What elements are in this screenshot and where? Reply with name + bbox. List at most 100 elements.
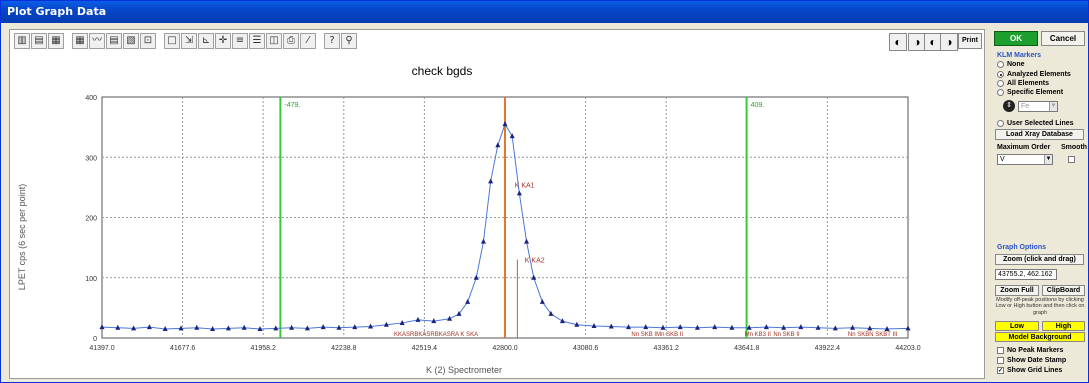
table-icon[interactable]: ▤ — [106, 33, 122, 49]
data-point — [162, 325, 168, 331]
zoom-fit-icon[interactable]: ⊡ — [140, 33, 156, 49]
data-point — [502, 121, 508, 127]
data-point — [352, 324, 358, 330]
radio-analyzed[interactable]: Analyzed Elements — [997, 71, 1071, 78]
box-icon[interactable]: □ — [164, 33, 180, 49]
print-button[interactable]: Print — [958, 33, 982, 49]
max-order-label: Maximum Order — [997, 144, 1051, 151]
model-background-button[interactable]: Model Background — [995, 332, 1085, 342]
magnify-icon[interactable]: ⚲ — [341, 33, 357, 49]
data-point — [320, 324, 326, 330]
data-point — [559, 318, 565, 324]
grid-icon[interactable]: ▦ — [72, 33, 88, 49]
data-point — [867, 325, 873, 331]
no-peak-markers-checkbox[interactable] — [997, 347, 1004, 354]
radio-specific[interactable]: Specific Element — [997, 89, 1063, 96]
no-peak-markers-row[interactable]: No Peak Markers — [997, 347, 1063, 354]
axes-icon[interactable]: ⊾ — [198, 33, 214, 49]
data-point — [884, 325, 890, 331]
side-panel: OK Cancel KLM Markers None Analyzed Elem… — [991, 29, 1087, 379]
clipboard-button[interactable]: ClipBoard — [1042, 285, 1085, 296]
data-point — [643, 324, 649, 330]
paste-icon[interactable]: ▤ — [31, 33, 47, 49]
show-grid-lines-checkbox[interactable]: ✓ — [997, 367, 1004, 374]
data-point — [383, 321, 389, 327]
rotate-left-icon[interactable]: ◐ — [889, 33, 907, 51]
radio-all-button[interactable] — [997, 80, 1004, 87]
show-grid-lines-row[interactable]: ✓ Show Grid Lines — [997, 367, 1062, 374]
data-point — [746, 324, 752, 330]
user-lines-button[interactable] — [997, 120, 1004, 127]
smooth-label: Smooth — [1061, 144, 1088, 151]
export-icon[interactable]: ⎙ — [283, 33, 299, 49]
radio-all[interactable]: All Elements — [997, 80, 1049, 87]
data-point — [131, 325, 137, 331]
x-tick-label: 43080.6 — [573, 345, 598, 352]
overlay-icon[interactable]: ◫ — [266, 33, 282, 49]
baseline-line-label: Nn SKB II — [773, 332, 800, 338]
smooth-checkbox[interactable] — [1068, 156, 1075, 163]
data-point — [815, 324, 821, 330]
data-point — [905, 325, 911, 331]
x-tick-label: 43922.4 — [815, 345, 840, 352]
list-icon[interactable]: ☰ — [249, 33, 265, 49]
data-point — [488, 178, 494, 184]
high-button[interactable]: High — [1042, 321, 1085, 331]
plot-area: ▥ ▤ ▦ ▦ 〰 ▤ ▧ ⊡ □ ⇲ ⊾ ✛ ≡ ☰ ◫ ⎙ ⁄? ⚲ ◐ ◑ ◐ ◑ Print check … — [9, 29, 985, 379]
data-point — [431, 318, 437, 324]
data-point — [524, 238, 530, 244]
show-grid-lines-label: Show Grid Lines — [1007, 367, 1063, 374]
chart[interactable]: check bgds LPET cps (6 sec per point) K … — [10, 52, 984, 378]
y-tick-label: 100 — [85, 276, 97, 283]
marker-label: -479. — [284, 102, 300, 109]
bar-chart-icon[interactable]: ▦ — [48, 33, 64, 49]
element-select[interactable]: Fe ▼ — [1018, 101, 1058, 112]
x-tick-label: 41958.2 — [251, 345, 276, 352]
max-order-select[interactable]: V ▼ — [997, 154, 1053, 165]
show-date-stamp-checkbox[interactable] — [997, 357, 1004, 364]
crosshair-icon[interactable]: ✛ — [215, 33, 231, 49]
low-button[interactable]: Low — [995, 321, 1039, 331]
load-xray-database-button[interactable]: Load Xray Database — [995, 129, 1084, 140]
data-point — [798, 324, 804, 330]
y-tick-label: 300 — [85, 155, 97, 162]
baseline-line-label: KKASRBKASRBKASRA K SKA — [394, 332, 478, 338]
marker-icon[interactable]: ⁄ — [300, 33, 316, 49]
radio-analyzed-button[interactable] — [997, 71, 1004, 78]
ok-button[interactable]: OK — [994, 31, 1038, 46]
off-peak-help-text: Modify off-peak positions by clicking Lo… — [995, 297, 1085, 316]
chevron-down-icon: ▼ — [1044, 155, 1052, 164]
window-title: Plot Graph Data — [1, 1, 1088, 23]
radio-analyzed-label: Analyzed Elements — [1007, 71, 1071, 78]
data-point — [289, 324, 295, 330]
zoom-drag-button[interactable]: Zoom (click and drag) — [995, 254, 1084, 265]
rotate-down-icon[interactable]: ◑ — [940, 33, 958, 51]
user-lines-label: User Selected Lines — [1007, 120, 1074, 127]
zoom-full-button[interactable]: Zoom Full — [995, 285, 1039, 296]
legend-icon[interactable]: ≡ — [232, 33, 248, 49]
show-date-stamp-row[interactable]: Show Date Stamp — [997, 357, 1066, 364]
data-point — [336, 324, 342, 330]
radio-none[interactable]: None — [997, 61, 1025, 68]
data-point — [495, 142, 501, 148]
scale-icon[interactable]: ⇲ — [181, 33, 197, 49]
data-point — [368, 323, 374, 329]
radio-specific-button[interactable] — [997, 89, 1004, 96]
data-point — [539, 298, 545, 304]
plot-toolbar: ▥ ▤ ▦ ▦ 〰 ▤ ▧ ⊡ □ ⇲ ⊾ ✛ ≡ ☰ ◫ ⎙ ⁄? ⚲ — [14, 33, 357, 51]
line-chart-icon[interactable]: 〰 — [89, 33, 105, 49]
radio-none-button[interactable] — [997, 61, 1004, 68]
peak-label: K KA2 — [525, 258, 545, 265]
stats-icon[interactable]: ▧ — [123, 33, 139, 49]
data-point — [516, 190, 522, 196]
data-point — [832, 325, 838, 331]
data-point — [729, 324, 735, 330]
user-lines-row[interactable]: User Selected Lines — [997, 120, 1074, 127]
element-spin-icon[interactable]: ⇕ — [1003, 100, 1015, 112]
help-icon[interactable]: ? — [324, 33, 340, 49]
x-axis-label: K (2) Spectrometer — [426, 365, 502, 375]
data-point — [210, 325, 216, 331]
element-select-value: Fe — [1021, 103, 1030, 110]
cancel-button[interactable]: Cancel — [1041, 31, 1085, 46]
copy-icon[interactable]: ▥ — [14, 33, 30, 49]
